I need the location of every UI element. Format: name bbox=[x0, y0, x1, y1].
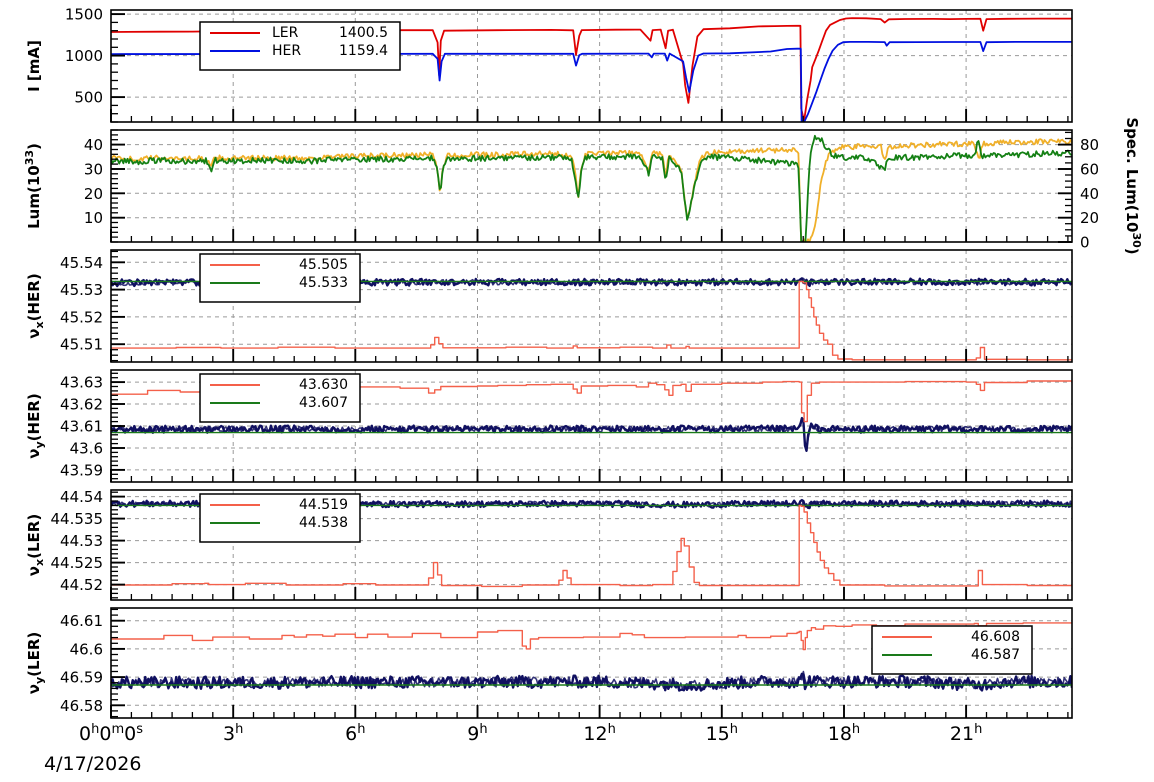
xtick-label: 12h bbox=[583, 722, 615, 745]
ytick-label: 46.59 bbox=[60, 669, 103, 687]
yaxis-title: νx(LER) bbox=[25, 514, 46, 576]
yaxis-title: I [mA] bbox=[25, 40, 43, 92]
panel-nuy-her: 43.5943.643.6143.6243.63νy(HER)43.63043.… bbox=[25, 369, 1073, 483]
ytick-label: 46.6 bbox=[70, 640, 103, 658]
ytick-label: 44.535 bbox=[51, 510, 104, 528]
right-ytick-label: 80 bbox=[1080, 136, 1099, 154]
svg-text:νy(LER): νy(LER) bbox=[25, 632, 46, 694]
legend[interactable]: LER 1400.5 HER 1159.4 bbox=[199, 21, 401, 71]
legend-series-name: LER bbox=[272, 25, 299, 41]
ytick-label: 43.62 bbox=[60, 396, 103, 414]
ytick-label: 46.61 bbox=[60, 612, 103, 630]
ytick-label: 45.54 bbox=[60, 254, 103, 272]
right-ytick-label: 0 bbox=[1080, 234, 1090, 252]
legend-series-name: HER bbox=[272, 43, 301, 59]
panel-current: 500 1000 1500 I [mA] LER 1400.5 HER 1159.4 bbox=[25, 6, 1073, 123]
ytick-label: 44.54 bbox=[60, 488, 103, 506]
ytick-label: 44.52 bbox=[60, 576, 103, 594]
legend-value: 44.538 bbox=[299, 515, 348, 531]
svg-text:νx(HER): νx(HER) bbox=[25, 273, 46, 338]
series-measured-b bbox=[111, 416, 1072, 451]
series-red-set bbox=[111, 280, 1072, 361]
ytick-label: 44.53 bbox=[60, 532, 103, 550]
ytick-label: 43.59 bbox=[60, 461, 103, 479]
svg-text:I [mA]: I [mA] bbox=[25, 40, 43, 92]
yaxis-title: νx(HER) bbox=[25, 273, 46, 338]
ytick-label: 43.63 bbox=[60, 374, 103, 392]
ytick-label: 45.51 bbox=[60, 336, 103, 354]
legend-box bbox=[199, 493, 361, 543]
legend-box bbox=[871, 625, 1033, 675]
svg-text:νx(LER): νx(LER) bbox=[25, 514, 46, 576]
traces bbox=[111, 17, 1072, 122]
ytick-label: 500 bbox=[74, 89, 103, 107]
svg-text:Spec. Lum(1030): Spec. Lum(1030) bbox=[1123, 117, 1143, 254]
date-label: 4/17/2026 bbox=[44, 753, 141, 775]
right-ytick-label: 40 bbox=[1080, 185, 1099, 203]
legend-value: 1400.5 bbox=[339, 25, 388, 41]
xtick-label: 6h bbox=[345, 722, 365, 745]
ytick-label: 43.61 bbox=[60, 418, 103, 436]
legend-value: 43.607 bbox=[299, 395, 348, 411]
traces bbox=[111, 622, 1072, 692]
xtick-label: 3h bbox=[223, 722, 243, 745]
legend[interactable]: 43.630 43.607 bbox=[199, 373, 361, 423]
ytick-label: 1500 bbox=[65, 6, 103, 24]
legend-value: 45.533 bbox=[299, 275, 348, 291]
ytick-label: 44.525 bbox=[51, 554, 104, 572]
right-ytick-label: 20 bbox=[1080, 209, 1099, 227]
panel-frame bbox=[110, 9, 1073, 123]
xtick-label: 15h bbox=[706, 722, 738, 745]
xtick-label: 0h0m0s bbox=[79, 722, 143, 745]
ytick-label: 30 bbox=[84, 161, 103, 179]
xtick-label: 9h bbox=[467, 722, 487, 745]
series-HER bbox=[111, 41, 1072, 122]
yaxis-title: νy(HER) bbox=[25, 393, 46, 458]
legend-value: 44.519 bbox=[299, 497, 348, 513]
panel-nux-ler: 44.52 44.525 44.53 44.535 44.54 νx(LER) 44.519… bbox=[25, 488, 1073, 601]
legend-value: 43.630 bbox=[299, 377, 348, 393]
legend-box bbox=[199, 253, 361, 303]
ytick-label: 10 bbox=[84, 209, 103, 227]
yaxis-title: Lum(1033) bbox=[23, 143, 43, 229]
ytick-label: 46.58 bbox=[60, 697, 103, 715]
svg-text:Lum(1033): Lum(1033) bbox=[23, 143, 43, 229]
series-Specific Luminosity bbox=[111, 134, 1072, 242]
legend-box bbox=[199, 373, 361, 423]
traces bbox=[111, 134, 1072, 242]
panel-luminosity: 10 20 30 40 Lum(1033) 0 20 40 60 80 Spec. Lum(1030… bbox=[23, 117, 1143, 254]
legend[interactable]: 46.608 46.587 bbox=[871, 625, 1033, 675]
legend-value: 46.587 bbox=[971, 647, 1020, 663]
series-LER bbox=[111, 17, 1072, 122]
right-axis-title: Spec. Lum(1030) bbox=[1123, 117, 1143, 254]
ytick-label: 40 bbox=[84, 136, 103, 154]
ytick-label: 45.52 bbox=[60, 308, 103, 326]
ytick-label: 43.6 bbox=[70, 440, 103, 458]
legend-value: 46.608 bbox=[971, 629, 1020, 645]
legend[interactable]: 44.519 44.538 bbox=[199, 493, 361, 543]
panel-nux-her: 45.51 45.52 45.53 45.54 νx(HER) 45.505 45.533 bbox=[25, 249, 1073, 363]
svg-text:νy(HER): νy(HER) bbox=[25, 393, 46, 458]
ytick-label: 20 bbox=[84, 185, 103, 203]
legend[interactable]: 45.505 45.533 bbox=[199, 253, 361, 303]
yaxis-title: νy(LER) bbox=[25, 632, 46, 694]
series-red-set bbox=[111, 622, 1072, 651]
panel-frame bbox=[110, 129, 1073, 243]
legend-box bbox=[199, 21, 401, 71]
series-measured bbox=[111, 417, 1072, 452]
ytick-label: 1000 bbox=[65, 47, 103, 65]
ytick-label: 45.53 bbox=[60, 281, 103, 299]
legend-value: 1159.4 bbox=[339, 43, 388, 59]
xtick-label: 18h bbox=[828, 722, 860, 745]
panel-nuy-ler: 46.58 46.59 46.6 46.61 νy(LER) 46.608 46.587 bbox=[25, 607, 1073, 719]
xtick-label: 21h bbox=[950, 722, 982, 745]
legend-value: 45.505 bbox=[299, 257, 348, 273]
panel-frame bbox=[110, 607, 1073, 719]
right-ytick-label: 60 bbox=[1080, 161, 1099, 179]
xaxis-labels: 0h0m0s 3h 6h 9h 12h 15h 18h 21h bbox=[79, 722, 982, 745]
series-red-set bbox=[111, 504, 1072, 588]
